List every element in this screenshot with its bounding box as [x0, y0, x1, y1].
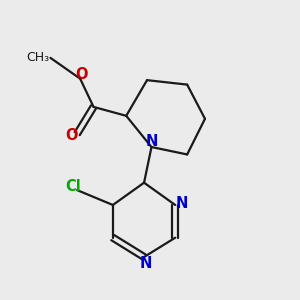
Text: N: N	[140, 256, 152, 271]
Text: O: O	[65, 128, 77, 142]
Text: N: N	[145, 134, 158, 149]
Text: O: O	[75, 67, 88, 82]
Text: N: N	[176, 196, 188, 211]
Text: CH₃: CH₃	[26, 51, 49, 64]
Text: Cl: Cl	[65, 179, 81, 194]
